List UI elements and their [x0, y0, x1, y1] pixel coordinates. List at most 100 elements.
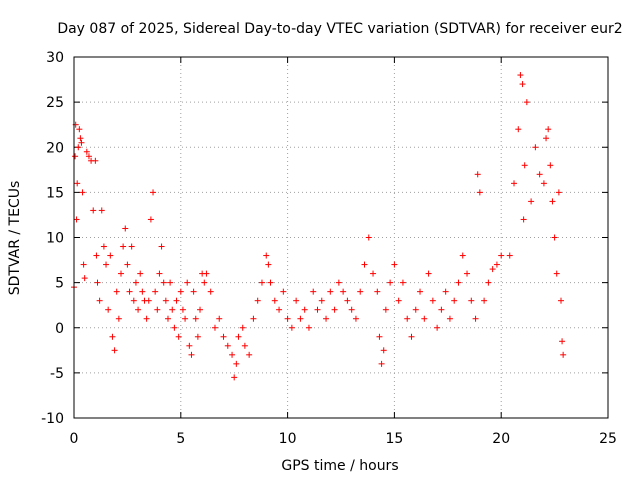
data-point — [139, 288, 146, 295]
data-point — [519, 81, 526, 88]
data-point — [107, 252, 114, 259]
data-point — [498, 252, 505, 259]
data-point — [555, 189, 562, 196]
data-point — [536, 171, 543, 178]
x-tick-label: 15 — [385, 431, 403, 447]
data-point — [220, 333, 227, 340]
y-tick-label: -10 — [41, 411, 64, 427]
data-point — [438, 306, 445, 313]
data-point — [167, 279, 174, 286]
data-point — [543, 135, 550, 142]
data-point — [254, 297, 261, 304]
data-point — [331, 306, 338, 313]
data-point — [239, 324, 246, 331]
data-point — [72, 153, 79, 160]
data-point — [520, 216, 527, 223]
data-point — [293, 297, 300, 304]
data-point — [327, 288, 334, 295]
data-point — [130, 297, 137, 304]
y-tick-label: 15 — [46, 185, 64, 201]
data-point — [267, 279, 274, 286]
data-point — [145, 297, 152, 304]
data-point — [464, 270, 471, 277]
data-point — [391, 261, 398, 268]
data-point — [506, 252, 513, 259]
data-point — [511, 180, 518, 187]
data-point — [192, 315, 199, 322]
data-point — [90, 207, 97, 214]
data-point — [186, 342, 193, 349]
data-point — [120, 243, 127, 250]
data-point — [224, 342, 231, 349]
data-point — [380, 347, 387, 354]
data-point — [361, 261, 368, 268]
data-point — [152, 288, 159, 295]
x-tick-label: 25 — [599, 431, 617, 447]
data-point — [365, 234, 372, 241]
data-point — [559, 338, 566, 345]
y-axis-label: SDTVAR / TECUs — [7, 181, 23, 296]
data-point — [344, 297, 351, 304]
data-point — [442, 288, 449, 295]
data-point — [399, 279, 406, 286]
data-point — [340, 288, 347, 295]
data-point — [83, 148, 90, 155]
data-point — [374, 288, 381, 295]
data-point — [549, 198, 556, 205]
data-point — [474, 171, 481, 178]
data-point — [175, 333, 182, 340]
grid-lines — [74, 57, 608, 418]
data-point — [263, 252, 270, 259]
x-tick-label: 20 — [492, 431, 510, 447]
data-point — [80, 261, 87, 268]
plot-frame — [73, 56, 609, 419]
data-point — [301, 306, 308, 313]
data-point — [77, 135, 84, 142]
data-point — [395, 297, 402, 304]
data-point — [481, 297, 488, 304]
data-point — [265, 261, 272, 268]
data-point — [182, 315, 189, 322]
y-tick-label: 5 — [55, 276, 64, 292]
x-tick-label: 5 — [176, 431, 185, 447]
data-point — [305, 324, 312, 331]
data-point — [545, 126, 552, 133]
data-point — [523, 99, 530, 106]
y-tick-label: 10 — [46, 231, 64, 247]
data-point — [113, 288, 120, 295]
data-point — [547, 162, 554, 169]
data-point — [521, 162, 528, 169]
data-point — [79, 189, 86, 196]
data-point — [164, 315, 171, 322]
data-point — [241, 342, 248, 349]
data-point — [357, 288, 364, 295]
data-point — [74, 180, 81, 187]
data-point — [468, 297, 475, 304]
data-point — [147, 216, 154, 223]
data-point — [179, 306, 186, 313]
data-point — [476, 189, 483, 196]
data-point — [85, 153, 92, 160]
data-point — [173, 297, 180, 304]
data-point — [231, 374, 238, 381]
data-point — [128, 243, 135, 250]
data-point — [160, 279, 167, 286]
data-point — [78, 139, 85, 146]
data-point — [177, 288, 184, 295]
data-point — [258, 279, 265, 286]
y-tick-label: 0 — [55, 321, 64, 337]
data-point — [103, 261, 110, 268]
data-point — [124, 261, 131, 268]
x-tick-label: 10 — [279, 431, 297, 447]
data-point — [370, 270, 377, 277]
data-point — [188, 351, 195, 358]
data-point — [115, 315, 122, 322]
axis-ticks: 0 5 10 15 20 25 -10 -5 0 5 10 15 20 25 30 — [41, 50, 617, 447]
data-point — [348, 306, 355, 313]
data-point — [412, 306, 419, 313]
y-tick-label: -5 — [50, 366, 64, 382]
data-point — [122, 225, 129, 232]
data-point — [553, 270, 560, 277]
data-point — [233, 360, 240, 367]
